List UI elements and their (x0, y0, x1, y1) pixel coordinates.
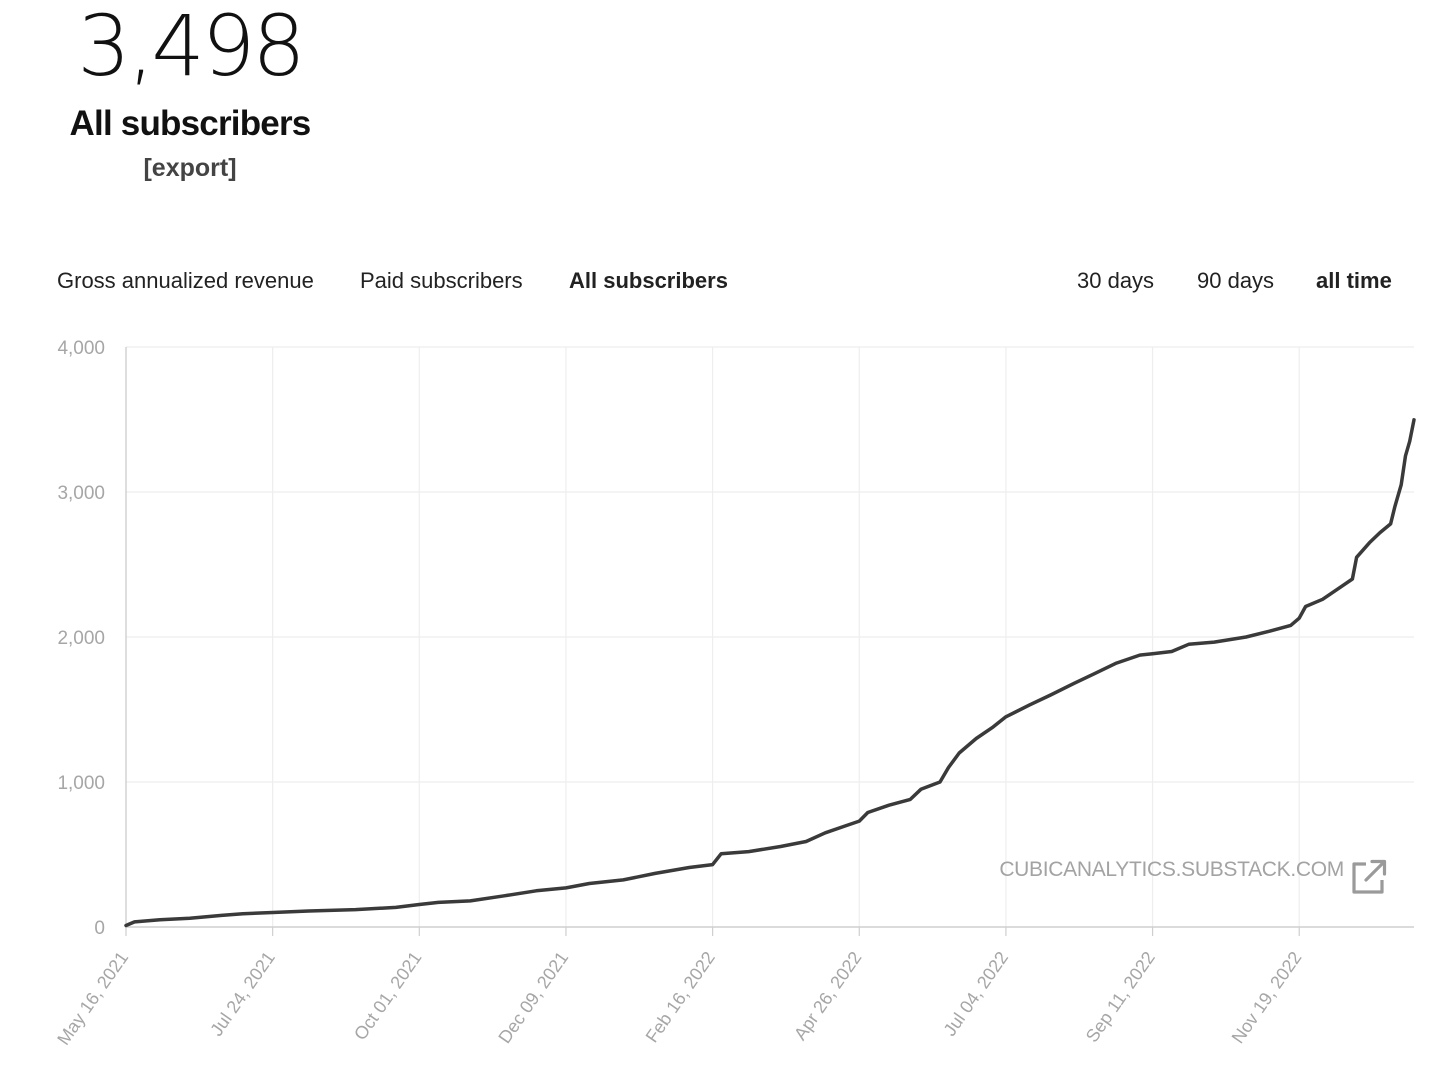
tab-gross-annualized-revenue[interactable]: Gross annualized revenue (57, 268, 314, 293)
x-tick-label: Apr 26, 2022 (790, 948, 866, 1044)
x-tick-label: Jul 04, 2022 (940, 948, 1013, 1040)
external-link-icon[interactable] (1350, 858, 1388, 896)
y-tick-label: 1,000 (57, 773, 105, 794)
metric-title: All subscribers (69, 104, 312, 143)
x-tick-label: Jul 24, 2021 (206, 948, 279, 1040)
tab-all-subscribers[interactable]: All subscribers (569, 268, 728, 293)
watermark-text: CUBICANALYTICS.SUBSTACK.COM (999, 858, 1344, 881)
x-tick-label: May 16, 2021 (53, 948, 132, 1049)
x-tick-label: Sep 11, 2022 (1082, 948, 1159, 1046)
range-tab-30-days[interactable]: 30 days (1077, 268, 1155, 293)
range-tab-all-time[interactable]: all time (1316, 268, 1392, 293)
x-tick-label: Nov 19, 2022 (1228, 948, 1306, 1047)
y-tick-label: 3,000 (57, 483, 105, 504)
y-tick-label: 2,000 (57, 628, 105, 649)
subscriber-line-chart: 0 1,000 2,000 3,000 4,000 May 16, 2021 Jul 24… (53, 338, 1416, 1049)
chart-axes (125, 347, 1414, 928)
series-line (124, 418, 1416, 928)
x-tick-label: Feb 16, 2022 (642, 948, 719, 1046)
y-tick-label: 0 (94, 918, 105, 939)
x-axis-ticks: May 16, 2021 Jul 24, 2021 Oct 01, 2021 Dec … (53, 927, 1306, 1049)
x-tick-label: Dec 09, 2021 (494, 948, 572, 1047)
export-link[interactable]: [export] (143, 154, 237, 182)
subscriber-count: 3,498 (77, 0, 305, 95)
range-tab-90-days[interactable]: 90 days (1197, 268, 1275, 293)
tab-paid-subscribers[interactable]: Paid subscribers (360, 268, 523, 293)
chart-grid (126, 346, 1414, 927)
x-tick-label: Oct 01, 2021 (350, 948, 426, 1044)
y-axis-ticks: 0 1,000 2,000 3,000 4,000 (57, 338, 105, 939)
y-tick-label: 4,000 (57, 338, 105, 359)
